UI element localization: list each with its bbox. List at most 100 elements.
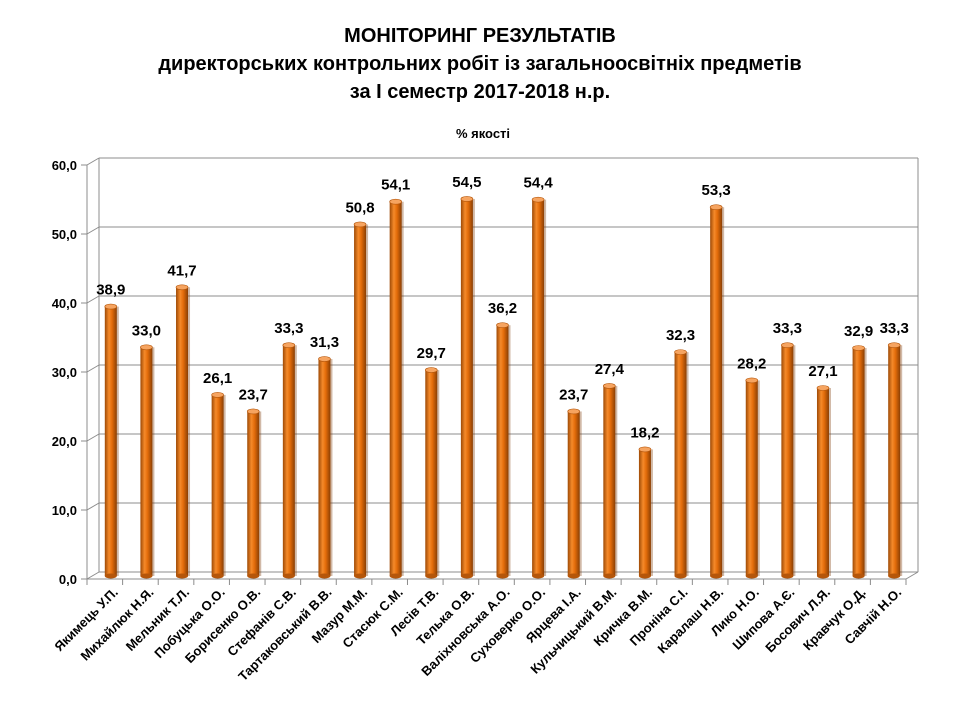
bar-base (888, 573, 901, 579)
bar (247, 411, 260, 576)
bar-cap (745, 377, 759, 384)
bar (674, 352, 687, 576)
bar (425, 370, 438, 576)
bar-base (638, 573, 651, 579)
bar-base (140, 573, 153, 579)
bar-base (781, 573, 794, 579)
y-tick-label: 0,0 (59, 572, 77, 587)
bar (816, 388, 829, 576)
bar (745, 380, 758, 576)
bar-cap (816, 385, 830, 391)
data-label: 54,1 (381, 177, 410, 194)
bar (354, 224, 367, 577)
bar-base (282, 573, 295, 579)
data-label: 50,8 (345, 199, 374, 216)
bars (104, 196, 903, 579)
data-label: 33,3 (274, 320, 303, 337)
bar-cap (318, 356, 331, 362)
bar (318, 359, 331, 576)
y-tick-label: 20,0 (52, 434, 77, 449)
bar-cap (674, 349, 687, 355)
bar-base (211, 573, 224, 579)
bar-cap (175, 284, 189, 291)
gridline-side (86, 571, 100, 580)
bar-cap (460, 196, 474, 202)
bar (781, 345, 794, 576)
bar-cap (140, 344, 153, 351)
data-label: 18,2 (630, 424, 659, 441)
bar-cap (638, 446, 652, 453)
y-tick-label: 40,0 (52, 296, 77, 311)
data-label: 32,3 (666, 327, 695, 344)
bar-cap (246, 408, 260, 415)
data-label: 33,3 (880, 320, 909, 337)
bar (282, 345, 295, 576)
bar-base (354, 573, 367, 579)
gridline-side (86, 226, 100, 235)
data-label: 54,5 (452, 174, 481, 191)
bar-cap (104, 303, 118, 310)
data-label: 27,4 (595, 361, 625, 378)
bar-base (176, 573, 189, 579)
axes (81, 158, 919, 585)
bar-base (674, 573, 687, 579)
bar-cap (709, 204, 723, 211)
bar (638, 449, 651, 576)
bar-cap (781, 342, 794, 349)
bar-base (496, 573, 509, 579)
bar (603, 385, 616, 576)
y-tick-label: 60,0 (52, 158, 77, 173)
bar (496, 325, 509, 576)
bar-cap (496, 322, 509, 329)
bar-cap (211, 392, 224, 398)
data-label: 29,7 (417, 345, 446, 362)
bar (888, 345, 901, 576)
data-label: 28,2 (737, 355, 766, 372)
data-label: 23,7 (239, 386, 268, 403)
data-label: 31,3 (310, 334, 339, 351)
data-label: 23,7 (559, 386, 588, 403)
bar (532, 199, 545, 576)
bar-base (247, 573, 260, 579)
bar-cap (603, 383, 616, 389)
bar (852, 347, 865, 576)
bar-base (460, 573, 473, 579)
bar-base (745, 573, 758, 579)
bar (460, 198, 473, 576)
gridline-side (86, 295, 100, 304)
gridline-side (86, 157, 100, 166)
bar-base (567, 573, 580, 579)
data-label: 53,3 (702, 182, 731, 199)
y-tick-label: 30,0 (52, 365, 77, 380)
bar (389, 201, 402, 576)
y-tick-label: 50,0 (52, 227, 77, 242)
chart-title: МОНІТОРИНГ РЕЗУЛЬТАТІВ директорських кон… (0, 22, 960, 106)
data-label: 26,1 (203, 370, 232, 387)
data-label: 36,2 (488, 300, 517, 317)
gridline-side (86, 502, 100, 511)
bar-base (603, 573, 616, 579)
bar-cap (852, 345, 865, 351)
floor-edge (905, 571, 919, 580)
bar (140, 347, 153, 576)
bar-cap (353, 221, 367, 228)
chart-title-line-3: за І семестр 2017-2018 н.р. (349, 81, 611, 103)
bar-base (816, 573, 829, 579)
bar-base (710, 573, 723, 579)
bar-base (532, 573, 545, 579)
gridline-side (86, 433, 100, 442)
bar-cap (887, 342, 901, 349)
bar (211, 394, 224, 576)
bar (104, 306, 117, 576)
bar (710, 207, 723, 577)
chart-title-line-1: МОНІТОРИНГ РЕЗУЛЬТАТІВ (344, 25, 616, 47)
y-tick-label: 10,0 (52, 503, 77, 518)
bar-base (852, 573, 865, 579)
bar-cap (531, 196, 545, 203)
bar (176, 287, 189, 576)
data-label: 41,7 (167, 262, 196, 279)
bar-base (425, 573, 438, 579)
data-label: 38,9 (96, 282, 125, 299)
bar-cap (389, 198, 402, 205)
